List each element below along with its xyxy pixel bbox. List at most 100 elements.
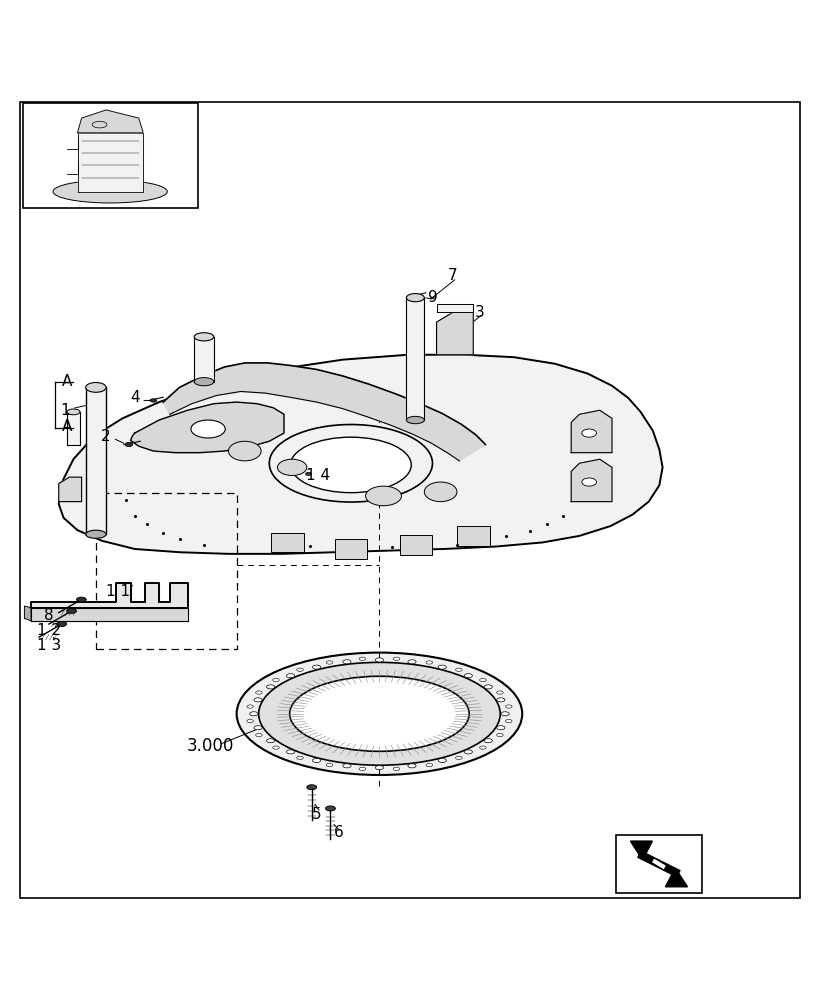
- Ellipse shape: [286, 674, 295, 678]
- Ellipse shape: [426, 763, 432, 767]
- Ellipse shape: [497, 691, 503, 694]
- Ellipse shape: [259, 662, 500, 765]
- Polygon shape: [67, 412, 80, 445]
- Text: 8: 8: [44, 608, 54, 623]
- Bar: [400, 535, 432, 555]
- Text: 1 1: 1 1: [106, 584, 131, 599]
- Ellipse shape: [305, 472, 311, 476]
- Text: 5: 5: [312, 807, 322, 822]
- Ellipse shape: [505, 705, 512, 708]
- Text: 6: 6: [334, 825, 344, 840]
- Ellipse shape: [247, 719, 254, 723]
- Ellipse shape: [290, 437, 411, 493]
- Polygon shape: [666, 868, 687, 887]
- Ellipse shape: [307, 785, 317, 790]
- Polygon shape: [406, 298, 424, 420]
- Ellipse shape: [406, 416, 424, 424]
- Ellipse shape: [254, 726, 262, 730]
- Ellipse shape: [359, 767, 366, 770]
- Ellipse shape: [375, 658, 384, 662]
- Ellipse shape: [255, 691, 262, 694]
- Polygon shape: [571, 459, 612, 502]
- Ellipse shape: [286, 750, 295, 754]
- Ellipse shape: [269, 425, 432, 502]
- Ellipse shape: [53, 180, 167, 203]
- Polygon shape: [24, 606, 31, 621]
- Ellipse shape: [455, 756, 462, 759]
- Ellipse shape: [326, 806, 335, 811]
- Ellipse shape: [375, 766, 384, 770]
- Ellipse shape: [273, 746, 279, 749]
- Text: 1 2: 1 2: [37, 623, 61, 638]
- Ellipse shape: [393, 657, 400, 660]
- Ellipse shape: [438, 665, 446, 669]
- Ellipse shape: [77, 597, 86, 602]
- Ellipse shape: [237, 653, 522, 775]
- Ellipse shape: [326, 661, 333, 664]
- Ellipse shape: [484, 739, 492, 743]
- Ellipse shape: [67, 609, 77, 613]
- Bar: [616, 835, 702, 893]
- Ellipse shape: [408, 660, 416, 664]
- Text: 4: 4: [130, 390, 140, 406]
- Ellipse shape: [313, 665, 321, 669]
- Text: 3.000: 3.000: [187, 737, 234, 755]
- Bar: [457, 526, 490, 546]
- Text: 7: 7: [448, 268, 458, 283]
- Ellipse shape: [86, 530, 106, 538]
- Ellipse shape: [497, 726, 505, 730]
- Polygon shape: [571, 410, 612, 453]
- Ellipse shape: [455, 668, 462, 671]
- Ellipse shape: [277, 459, 307, 476]
- Text: 1: 1: [60, 403, 70, 418]
- Ellipse shape: [366, 486, 401, 506]
- Ellipse shape: [250, 712, 258, 716]
- Ellipse shape: [297, 668, 304, 671]
- Ellipse shape: [57, 622, 67, 626]
- Ellipse shape: [480, 678, 486, 682]
- Ellipse shape: [497, 698, 505, 702]
- Ellipse shape: [393, 767, 400, 770]
- Polygon shape: [630, 841, 652, 860]
- Ellipse shape: [464, 674, 472, 678]
- Text: 3: 3: [475, 305, 485, 320]
- Ellipse shape: [426, 661, 432, 664]
- Bar: [271, 533, 304, 552]
- Ellipse shape: [343, 764, 351, 768]
- Polygon shape: [86, 387, 106, 534]
- Ellipse shape: [326, 763, 333, 767]
- Ellipse shape: [505, 719, 512, 723]
- Polygon shape: [59, 477, 82, 502]
- Ellipse shape: [273, 678, 279, 682]
- Text: 1 4: 1 4: [306, 468, 330, 483]
- Polygon shape: [59, 355, 663, 554]
- Ellipse shape: [86, 382, 106, 392]
- Ellipse shape: [267, 685, 275, 689]
- Ellipse shape: [424, 482, 457, 502]
- Ellipse shape: [191, 420, 225, 438]
- Polygon shape: [131, 402, 284, 453]
- Ellipse shape: [254, 698, 262, 702]
- Ellipse shape: [406, 294, 424, 302]
- Ellipse shape: [484, 685, 492, 689]
- Ellipse shape: [359, 657, 366, 660]
- Polygon shape: [163, 363, 486, 461]
- Ellipse shape: [290, 676, 469, 751]
- Ellipse shape: [247, 705, 254, 708]
- Text: 1 3: 1 3: [37, 638, 61, 653]
- Ellipse shape: [313, 758, 321, 762]
- Text: 9: 9: [428, 290, 437, 305]
- Ellipse shape: [150, 399, 157, 402]
- Ellipse shape: [480, 746, 486, 749]
- Ellipse shape: [438, 758, 446, 762]
- Ellipse shape: [413, 294, 419, 298]
- Text: A: A: [62, 374, 72, 389]
- Ellipse shape: [194, 378, 214, 386]
- Ellipse shape: [343, 660, 351, 664]
- Ellipse shape: [194, 333, 214, 341]
- Ellipse shape: [297, 756, 304, 759]
- Polygon shape: [31, 608, 188, 621]
- Ellipse shape: [408, 764, 416, 768]
- Bar: [335, 539, 367, 559]
- Polygon shape: [194, 337, 214, 382]
